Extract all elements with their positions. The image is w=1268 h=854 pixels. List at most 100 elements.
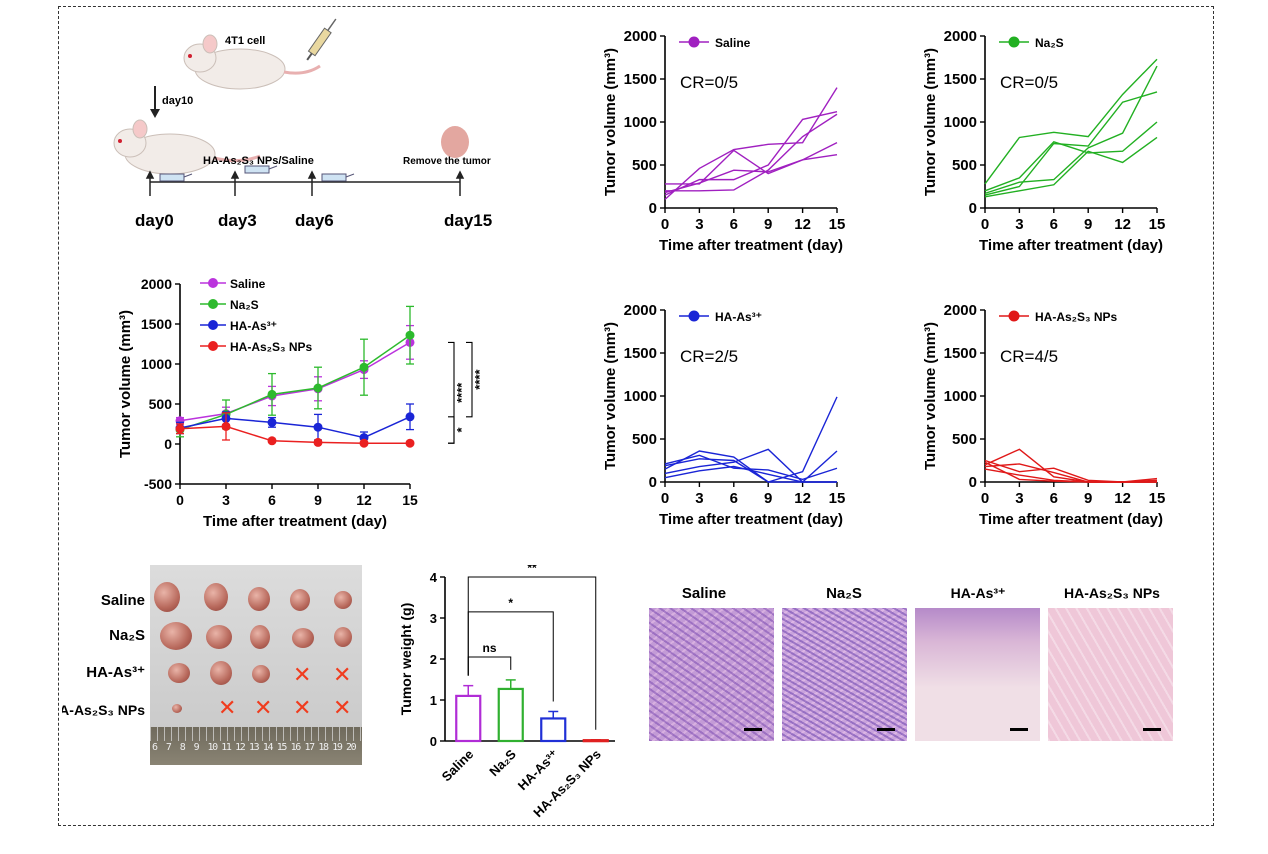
legend-marker xyxy=(688,36,700,48)
photo-row-label: HA-As³⁺ xyxy=(86,664,145,681)
x-tick-label: 9 xyxy=(764,216,772,233)
mouse-line xyxy=(984,461,1157,483)
x-tick-label: 3 xyxy=(695,490,703,507)
mouse-line xyxy=(664,454,838,481)
data-point xyxy=(221,421,231,431)
x-tick-label: 15 xyxy=(1149,216,1166,233)
significance-label: **** xyxy=(472,369,487,390)
y-tick-label: 1000 xyxy=(624,114,657,131)
data-point xyxy=(313,422,323,432)
y-tick-label: 2000 xyxy=(944,302,977,319)
x-tick-label: 9 xyxy=(1084,216,1092,233)
y-tick-label: 1500 xyxy=(141,316,172,332)
significance-label: ** xyxy=(527,565,537,575)
x-tick-label: 6 xyxy=(730,216,738,233)
syringe-icon xyxy=(306,18,337,61)
saline-individual-chart: 0 500 1000 1500 2000 0 3 6 9 12 15 Time after treat… xyxy=(602,28,845,254)
mouse-line xyxy=(664,458,837,483)
histology-label: Saline xyxy=(682,585,726,602)
category-label: Na₂S xyxy=(486,746,519,779)
tumor xyxy=(248,587,270,611)
day10-label: day10 xyxy=(162,95,193,107)
photo-row-label: Na₂S xyxy=(109,627,145,644)
x-axis-label: Time after treatment (day) xyxy=(979,237,1163,254)
day3-label: day3 xyxy=(218,211,257,230)
tumor xyxy=(250,625,270,649)
y-tick-label: 2000 xyxy=(141,276,172,292)
x-tick-label: 0 xyxy=(661,490,669,507)
histology-label: HA-As³⁺ xyxy=(951,585,1006,601)
y-tick-label: 1500 xyxy=(944,71,977,88)
tumor xyxy=(154,582,180,612)
tumor xyxy=(210,661,232,685)
scale-bar xyxy=(1143,728,1161,731)
y-axis-label: Tumor volume (mm³) xyxy=(602,322,619,470)
data-point xyxy=(359,362,369,372)
y-tick-label: 1500 xyxy=(624,71,657,88)
x-mark-icon: ✕ xyxy=(293,663,312,688)
y-tick-label: 500 xyxy=(952,157,977,174)
cr-annotation: CR=0/5 xyxy=(680,73,738,92)
y-tick-label: 0 xyxy=(969,474,977,491)
y-tick-label: 2 xyxy=(430,652,437,667)
x-tick-label: 3 xyxy=(695,216,703,233)
ruler: 6 7 8 9 10 11 12 13 14 15 16 17 18 19 20 xyxy=(150,727,362,765)
photo-row-label: HA-As₂S₃ NPs xyxy=(62,702,145,718)
x-tick-label: 6 xyxy=(1050,216,1058,233)
legend-label: HA-As³⁺ xyxy=(715,310,762,324)
x-tick-label: 0 xyxy=(981,490,989,507)
x-tick-label: 15 xyxy=(829,490,846,507)
mouse-line xyxy=(984,91,1158,196)
mouse-line xyxy=(984,65,1158,195)
legend-label: Saline xyxy=(230,277,266,291)
y-tick-label: 1000 xyxy=(141,356,172,372)
legend-marker xyxy=(208,341,218,351)
y-tick-label: 1500 xyxy=(944,345,977,362)
x-mark-icon: ✕ xyxy=(333,663,352,688)
y-tick-label: 500 xyxy=(952,431,977,448)
y-axis-label: Tumor volume (mm³) xyxy=(922,322,939,470)
down-arrow-icon xyxy=(150,86,160,118)
y-tick-label: 0 xyxy=(649,200,657,217)
legend-label: Na₂S xyxy=(230,298,259,312)
legend-label: Na₂S xyxy=(1035,36,1064,50)
x-tick-label: 12 xyxy=(1114,490,1131,507)
day0-label: day0 xyxy=(135,211,174,230)
legend-marker xyxy=(208,278,218,288)
data-point xyxy=(359,438,369,448)
tumor xyxy=(172,704,182,713)
legend-label: HA-As₂S₃ NPs xyxy=(230,340,313,354)
significance-label: * xyxy=(508,596,513,610)
cr-annotation: CR=4/5 xyxy=(1000,347,1058,366)
y-axis-label: Tumor weight (g) xyxy=(398,603,414,716)
x-tick-label: 6 xyxy=(730,490,738,507)
tumor xyxy=(292,628,314,648)
y-tick-label: 2000 xyxy=(944,28,977,45)
mouse-line xyxy=(664,110,838,196)
series-line xyxy=(179,425,410,444)
y-tick-label: 0 xyxy=(969,200,977,217)
significance-bracket xyxy=(467,656,512,676)
tumor xyxy=(252,665,270,683)
treatment-label: HA-As₂S₃ NPs/Saline xyxy=(203,155,314,167)
legend-label: HA-As₂S₃ NPs xyxy=(1035,310,1118,324)
y-tick-label: 3 xyxy=(430,611,437,626)
mouse-line xyxy=(664,87,838,200)
data-point xyxy=(175,424,185,434)
x-tick-label: 6 xyxy=(268,492,276,508)
legend-marker xyxy=(1008,36,1020,48)
x-mark-icon: ✕ xyxy=(254,696,273,721)
y-tick-label: 2000 xyxy=(624,302,657,319)
histology-labels: Saline Na₂S HA-As³⁺ HA-As₂S₃ NPs xyxy=(682,585,1160,602)
figure-frame xyxy=(58,6,1214,826)
y-axis-label: Tumor volume (mm³) xyxy=(117,310,134,458)
x-tick-label: 6 xyxy=(1050,490,1058,507)
category-label: Saline xyxy=(439,747,477,785)
legend-marker xyxy=(208,299,218,309)
x-tick-label: 12 xyxy=(794,490,811,507)
y-tick-label: 0 xyxy=(164,436,172,452)
significance-bracket xyxy=(466,341,473,418)
x-mark-icon: ✕ xyxy=(218,696,237,721)
data-point xyxy=(267,417,277,427)
